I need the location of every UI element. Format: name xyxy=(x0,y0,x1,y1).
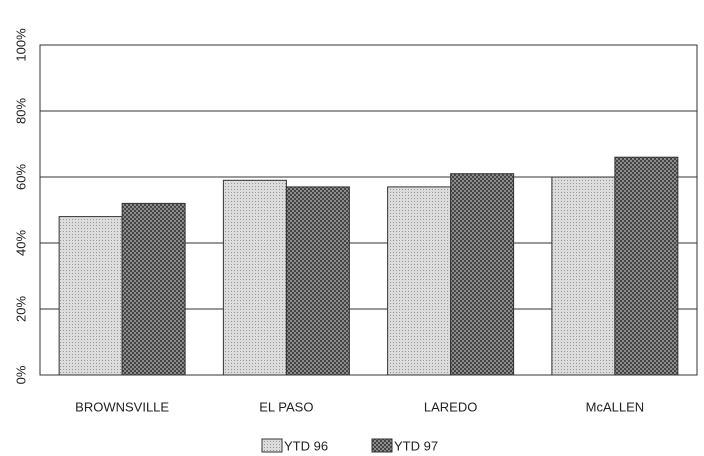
bar xyxy=(121,202,186,376)
legend-swatch xyxy=(261,438,283,453)
x-tick-label: LAREDO xyxy=(424,399,477,414)
bar xyxy=(285,186,350,376)
y-tick-label: 80% xyxy=(13,98,28,124)
bar xyxy=(450,173,515,376)
y-tick-label: 100% xyxy=(13,28,28,62)
y-tick-label: 60% xyxy=(13,164,28,190)
bar xyxy=(551,176,616,376)
legend-label: YTD 97 xyxy=(394,438,438,453)
bar xyxy=(222,179,287,376)
bar xyxy=(387,186,452,376)
x-tick-label: EL PASO xyxy=(259,399,313,414)
y-tick-label: 40% xyxy=(13,230,28,256)
bar xyxy=(614,156,679,376)
legend-swatch xyxy=(371,438,393,453)
x-tick-label: McALLEN xyxy=(586,399,645,414)
y-tick-label: 0% xyxy=(13,365,28,384)
y-tick-label: 20% xyxy=(13,296,28,322)
legend-label: YTD 96 xyxy=(284,438,328,453)
bar xyxy=(58,216,123,376)
x-tick-label: BROWNSVILLE xyxy=(75,399,169,414)
